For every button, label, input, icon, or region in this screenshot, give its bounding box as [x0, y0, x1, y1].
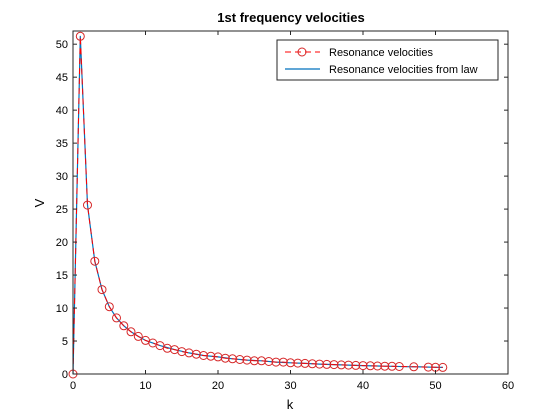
y-tick-label: 20	[56, 237, 68, 249]
resonance-point	[177, 347, 187, 357]
resonance-point	[300, 358, 310, 368]
resonance-point	[365, 361, 375, 371]
resonance-point	[293, 358, 303, 368]
resonance-point	[126, 327, 136, 337]
y-tick-label: 50	[56, 39, 68, 51]
legend-marker-resonance	[297, 47, 307, 57]
y-axis-title: V	[32, 198, 47, 207]
resonance-point	[184, 348, 194, 358]
resonance-point	[242, 355, 252, 365]
resonance-point	[162, 343, 172, 353]
x-tick-label: 40	[357, 380, 369, 392]
resonance-point	[409, 362, 419, 372]
x-tick-label: 0	[70, 380, 76, 392]
resonance-point	[75, 31, 85, 41]
legend-label-resonance: Resonance velocities	[329, 47, 433, 59]
resonance-point	[133, 331, 143, 341]
resonance-point	[112, 313, 121, 323]
resonance-point	[199, 351, 208, 360]
x-tick-label: 50	[429, 380, 441, 392]
resonance-point	[307, 359, 317, 369]
resonance-point	[264, 357, 274, 366]
resonance-point	[286, 358, 295, 368]
chart-title: 1st frequency velocities	[217, 10, 364, 25]
y-tick-label: 35	[56, 138, 68, 150]
x-axis-title: k	[287, 397, 294, 412]
resonance-point	[97, 285, 107, 295]
resonance-point	[423, 362, 433, 372]
resonance-point	[90, 256, 100, 266]
resonance-point	[104, 302, 114, 312]
resonance-point	[387, 361, 397, 371]
y-tick-label: 15	[56, 270, 68, 282]
y-tick-label: 0	[62, 369, 68, 381]
plot-background	[73, 31, 508, 374]
resonance-point	[220, 353, 230, 363]
resonance-point	[394, 362, 404, 371]
legend-box	[276, 39, 499, 81]
y-tick-label: 45	[56, 72, 68, 84]
resonance-point	[249, 356, 259, 366]
y-tick-label: 10	[56, 303, 68, 315]
resonance-point	[351, 360, 361, 370]
legend-label-law: Resonance velocities from law	[329, 64, 478, 76]
resonance-point	[119, 321, 129, 331]
x-tick-label: 60	[502, 380, 514, 392]
resonance-point	[213, 352, 223, 362]
y-tick-label: 5	[62, 336, 68, 348]
resonance-point	[278, 357, 288, 367]
resonance-point	[206, 351, 216, 361]
resonance-point	[438, 362, 448, 372]
y-tick-label: 25	[56, 204, 68, 216]
resonance-point	[235, 355, 245, 364]
x-tick-label: 10	[139, 380, 151, 392]
resonance-point	[191, 349, 201, 359]
y-tick-label: 40	[56, 105, 68, 117]
plot-area: 0 10 20 30 40 50 60 0 5 10 15 20 25 30 35 40 45 50	[56, 30, 514, 392]
resonance-point	[380, 361, 390, 371]
tick-layer: 0 10 20 30 40 50 60 0 5 10 15 20 25 30 35 40 45 50	[56, 31, 514, 392]
series-layer	[68, 31, 448, 379]
resonance-point	[329, 360, 339, 370]
resonance-point	[271, 357, 281, 367]
resonance-point	[257, 356, 266, 366]
legend: Resonance velocities Resonance velocitie…	[276, 39, 499, 81]
resonance-point	[315, 359, 324, 369]
resonance-point	[373, 361, 382, 371]
x-tick-label: 30	[284, 380, 296, 392]
resonance-point	[344, 360, 353, 370]
resonance-point	[322, 359, 332, 369]
resonance-point	[228, 354, 237, 364]
x-tick-label: 20	[212, 380, 224, 392]
y-tick-label: 30	[56, 171, 68, 183]
resonance-point	[336, 360, 346, 370]
resonance-point	[83, 200, 92, 210]
resonance-point	[358, 361, 368, 371]
